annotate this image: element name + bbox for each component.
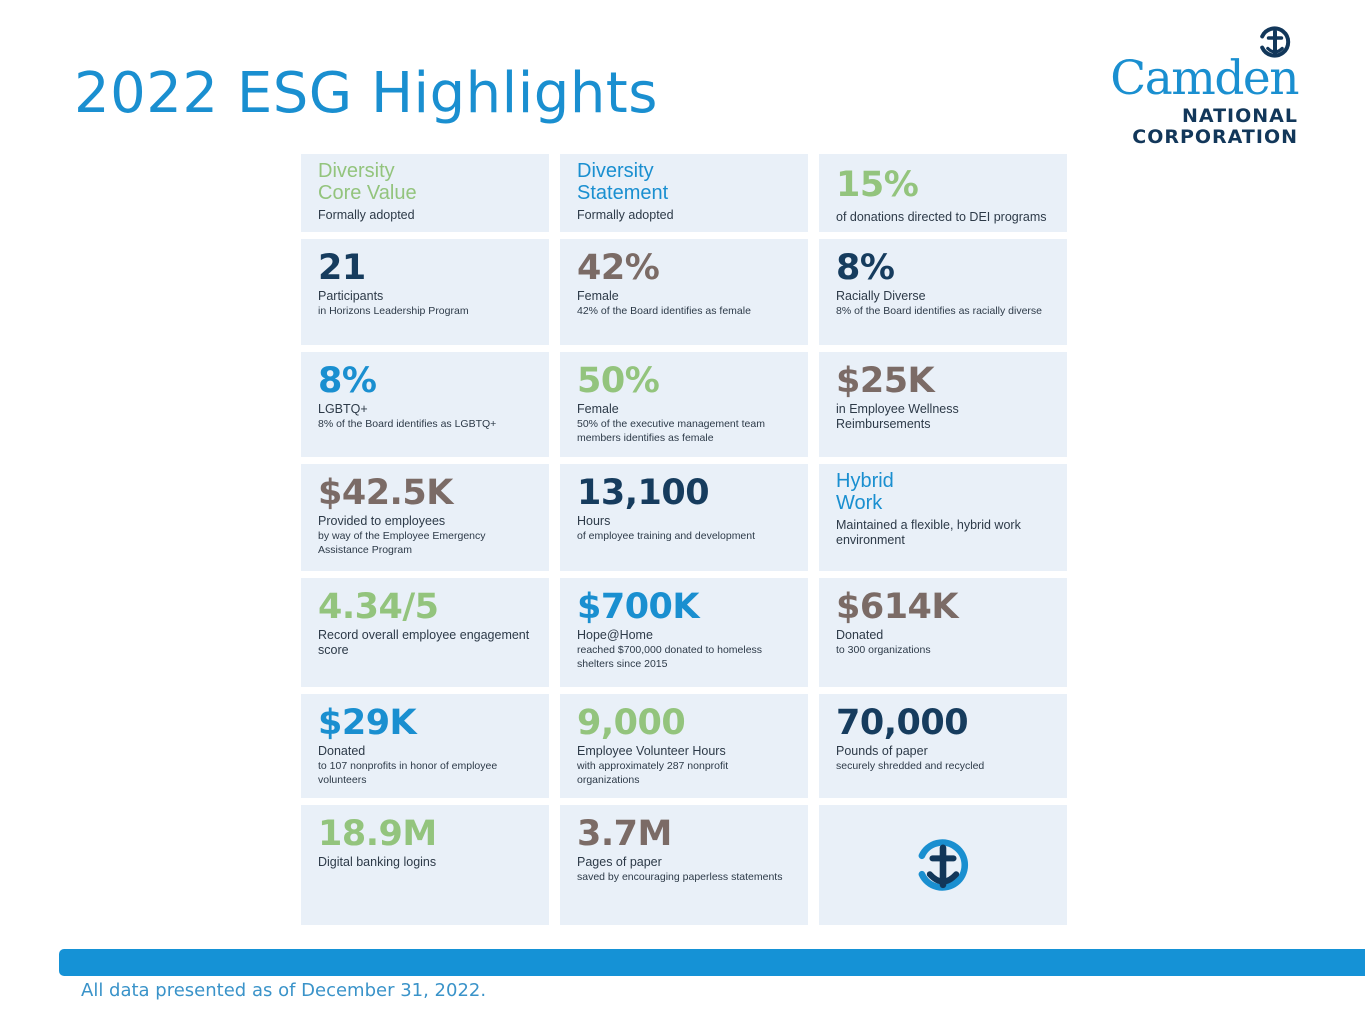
- stat-value: $29K: [318, 703, 417, 743]
- stat-label: Female: [577, 402, 619, 416]
- stat-tile: 42% Female 42% of the Board identifies as …: [560, 239, 808, 345]
- stat-label: Racially Diverse: [836, 289, 926, 303]
- stat-sublabel: saved by encouraging paperless statement…: [577, 871, 783, 883]
- stat-sublabel: securely shredded and recycled: [836, 760, 985, 772]
- stat-tile: 9,000 Employee Volunteer Hours with approx…: [560, 694, 808, 798]
- stat-sublabel: 50% of the executive management team mem…: [577, 418, 765, 444]
- stat-tile: Diversity Statement Formally adopted: [560, 154, 808, 232]
- stat-value: $614K: [836, 587, 959, 627]
- stat-tile: 8% LGBTQ+ 8% of the Board identifies as LG…: [301, 352, 549, 457]
- stat-sublabel: of employee training and development: [577, 530, 756, 542]
- stat-tile: $25K in Employee Wellness Reimbursements: [819, 352, 1067, 457]
- anchor-icon: [1260, 26, 1291, 58]
- stat-value: 3.7M: [577, 814, 672, 854]
- stat-label: Record overall employee engagement score: [318, 628, 530, 657]
- stat-label: Participants: [318, 289, 384, 303]
- footer-bar: [59, 949, 1365, 976]
- footer-note: All data presented as of December 31, 20…: [81, 980, 487, 1001]
- stat-sublabel: in Horizons Leadership Program: [318, 305, 469, 317]
- stat-tile: 70,000 Pounds of paper securely shredded a…: [819, 694, 1067, 798]
- stat-sublabel: 42% of the Board identifies as female: [577, 305, 751, 317]
- logo-subline-national: NATIONAL: [1181, 105, 1298, 127]
- stat-tile: 15% of donations directed to DEI programs: [819, 154, 1067, 232]
- stat-sublabel: with approximately 287 nonprofit organiz…: [577, 760, 729, 786]
- stat-tile: 3.7M Pages of paper saved by encouraging p…: [560, 805, 808, 925]
- anchor-icon: [918, 839, 968, 891]
- stat-label: of donations directed to DEI programs: [836, 210, 1047, 224]
- stat-sublabel: reached $700,000 donated to homeless she…: [577, 644, 763, 670]
- stat-sublabel: 8% of the Board identifies as LGBTQ+: [318, 418, 497, 430]
- stat-label: in Employee Wellness Reimbursements: [836, 402, 959, 431]
- stat-tile: $29K Donated to 107 nonprofits in honor of…: [301, 694, 549, 798]
- page-title: 2022 ESG Highlights: [74, 61, 658, 126]
- stat-heading-line: Diversity: [318, 160, 395, 182]
- logo-wordmark: Camden: [1110, 51, 1299, 106]
- logo-subline-corporation: CORPORATION: [1132, 126, 1298, 148]
- stat-tile: 4.34/5 Record overall employee engagement…: [301, 578, 549, 687]
- stat-label: Digital banking logins: [318, 855, 437, 869]
- stat-tile: Diversity Core Value Formally adopted: [301, 154, 549, 232]
- stat-tile: 8% Racially Diverse 8% of the Board identi…: [819, 239, 1067, 345]
- stat-heading-line: Diversity: [577, 160, 654, 182]
- stat-label: Donated: [836, 628, 884, 642]
- stat-heading-line: Hybrid: [836, 470, 894, 492]
- stat-value: $25K: [836, 361, 935, 401]
- stat-value: 70,000: [836, 703, 969, 743]
- stat-label: Donated: [318, 744, 366, 758]
- stat-heading: Diversity Core Value: [318, 160, 532, 204]
- stat-value: 18.9M: [318, 814, 437, 854]
- stat-label: Formally adopted: [577, 208, 674, 222]
- stat-tile: 13,100 Hours of employee training and deve…: [560, 464, 808, 571]
- stat-label: Employee Volunteer Hours: [577, 744, 726, 758]
- stat-label: Hours: [577, 514, 611, 528]
- stat-label: Female: [577, 289, 619, 303]
- stat-sublabel: to 300 organizations: [836, 644, 931, 656]
- stat-value: 13,100: [577, 473, 710, 513]
- stat-tile: $42.5K Provided to employees by way of the…: [301, 464, 549, 571]
- stat-value: 4.34/5: [318, 587, 439, 627]
- stat-tile: 18.9M Digital banking logins: [301, 805, 549, 925]
- stat-heading: Hybrid Work: [836, 470, 1050, 514]
- stat-value: 21: [318, 248, 366, 288]
- stat-tile: [819, 805, 1067, 925]
- stat-heading-line: Core Value: [318, 182, 417, 204]
- stat-heading-line: Work: [836, 492, 883, 514]
- stat-tile: 50% Female 50% of the executive management…: [560, 352, 808, 457]
- highlights-grid: Diversity Core Value Formally adopted Diver…: [301, 154, 1067, 928]
- stat-value: 15%: [836, 165, 919, 205]
- stat-value: $700K: [577, 587, 700, 627]
- stat-value: 8%: [318, 361, 377, 401]
- stat-value: 42%: [577, 248, 660, 288]
- stat-label: Pounds of paper: [836, 744, 928, 758]
- stat-value: 9,000: [577, 703, 686, 743]
- stat-tile: 21 Participants in Horizons Leadership Pro…: [301, 239, 549, 345]
- stat-tile: Hybrid Work Maintained a flexible, hybrid …: [819, 464, 1067, 571]
- stat-sublabel: by way of the Employee Emergency Assista…: [318, 530, 486, 556]
- stat-value: 50%: [577, 361, 660, 401]
- stat-sublabel: to 107 nonprofits in honor of employee v…: [318, 760, 498, 786]
- stat-value: $42.5K: [318, 473, 453, 513]
- stat-label: Maintained a flexible, hybrid work envir…: [836, 518, 1021, 547]
- stat-label: Hope@Home: [577, 628, 653, 642]
- camden-logo: Camden NATIONAL CORPORATION: [1095, 22, 1310, 152]
- stat-tile: $700K Hope@Home reached $700,000 donated t…: [560, 578, 808, 687]
- stat-value: 8%: [836, 248, 895, 288]
- stat-label: Pages of paper: [577, 855, 662, 869]
- stat-label: LGBTQ+: [318, 402, 368, 416]
- stat-label: Formally adopted: [318, 208, 415, 222]
- stat-sublabel: 8% of the Board identifies as racially d…: [836, 305, 1043, 317]
- stat-heading-line: Statement: [577, 182, 669, 204]
- stat-heading: Diversity Statement: [577, 160, 791, 204]
- stat-label: Provided to employees: [318, 514, 446, 528]
- stat-tile: $614K Donated to 300 organizations: [819, 578, 1067, 687]
